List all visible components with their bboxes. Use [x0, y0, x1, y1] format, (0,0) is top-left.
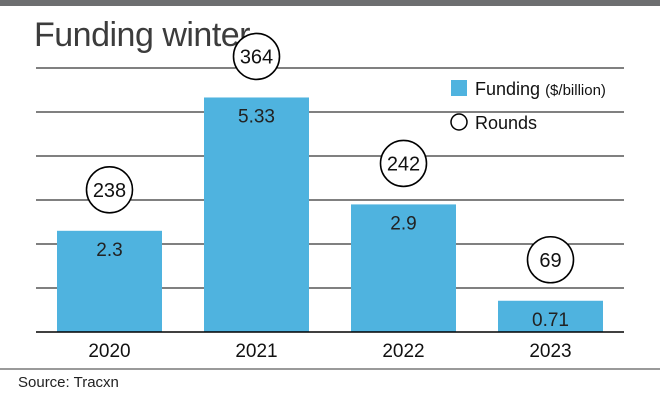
rounds-circle-2022 — [379, 139, 428, 188]
legend-rounds-label: Rounds — [475, 113, 537, 133]
bar-2022 — [351, 204, 456, 332]
funding-label-2021: 5.33 — [238, 106, 275, 127]
category-label-2020: 2020 — [88, 341, 130, 362]
legend-rounds-marker — [450, 113, 468, 131]
funding-label-2022: 2.9 — [390, 213, 416, 234]
legend-funding-name: Funding — [475, 79, 545, 99]
bar-2020 — [57, 230, 162, 332]
legend-funding-unit: ($/billion) — [545, 82, 606, 99]
rounds-label-2022: 242 — [387, 153, 420, 175]
rounds-circle-2020 — [85, 166, 134, 214]
funding-label-2020: 2.3 — [96, 240, 122, 261]
rounds-label-2020: 238 — [93, 180, 126, 202]
legend-funding-swatch — [451, 80, 467, 96]
rounds-label-2021: 364 — [240, 46, 273, 68]
legend-funding-label: Funding ($/billion) — [475, 79, 606, 99]
rounds-circle-2021 — [232, 32, 281, 81]
rounds-label-2023: 69 — [539, 250, 561, 272]
rounds-circle-2023 — [526, 235, 575, 284]
category-label-2021: 2021 — [235, 341, 277, 362]
bar-2023 — [498, 300, 603, 332]
bar-2021 — [204, 97, 309, 332]
chart-title: Funding winter — [34, 16, 251, 54]
source-note: Source: Tracxn — [18, 374, 119, 391]
top-rule — [0, 0, 660, 6]
category-label-2022: 2022 — [382, 341, 424, 362]
bottom-rule — [0, 368, 660, 370]
category-label-2023: 2023 — [529, 341, 571, 362]
funding-label-2023: 0.71 — [532, 310, 569, 331]
